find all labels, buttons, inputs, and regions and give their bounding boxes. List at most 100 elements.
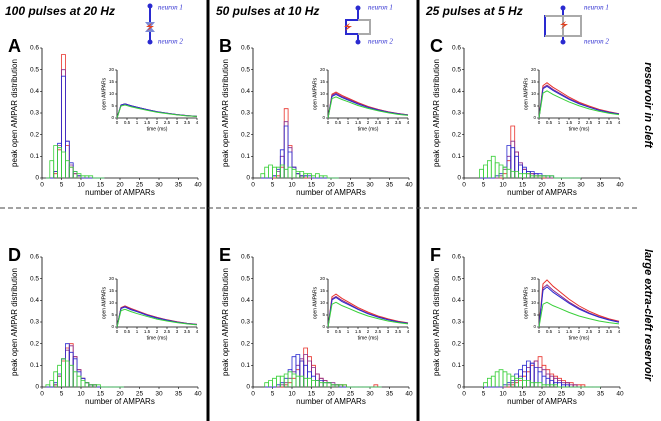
histogram-step	[533, 382, 539, 387]
x-tick-label: 25	[558, 182, 566, 189]
y-tick-label: 5	[533, 103, 536, 108]
histogram-step	[522, 380, 527, 387]
x-axis-label: number of AMPARs	[296, 397, 366, 406]
x-tick-label: 3	[598, 120, 601, 125]
histogram-step	[264, 382, 269, 387]
histogram-step	[72, 171, 78, 178]
y-tick-label: 5	[322, 312, 325, 317]
x-tick-label: 35	[597, 391, 605, 398]
panel-letter: B	[219, 36, 232, 56]
y-tick-label: 5	[322, 103, 325, 108]
y-axis-label: peak open AMPAR distribution	[10, 59, 19, 167]
x-tick-label: 3.5	[395, 329, 402, 334]
histogram-step	[572, 384, 578, 387]
histogram-step	[315, 380, 320, 387]
y-tick-label: 0.2	[30, 340, 39, 347]
x-tick-label: 0	[40, 182, 44, 189]
x-tick-label: 3	[387, 329, 390, 334]
x-tick-label: 15	[97, 182, 105, 189]
histogram-step	[529, 364, 535, 387]
histogram-step	[518, 173, 523, 178]
y-tick-label: 0	[457, 384, 461, 391]
y-axis-label: open AMPARs	[312, 286, 318, 319]
x-tick-label: 0.5	[335, 329, 342, 334]
y-tick-label: 0.6	[30, 254, 39, 261]
histogram-step	[291, 166, 297, 178]
histogram-step	[494, 371, 500, 387]
column-title: 50 pulses at 10 Hz	[216, 4, 319, 18]
histogram-step	[84, 382, 90, 387]
x-tick-label: 10	[499, 182, 507, 189]
histogram-step	[295, 173, 301, 178]
histogram-step	[557, 380, 562, 387]
stimulus-bolt	[146, 21, 568, 31]
x-axis-label: time (ms)	[569, 335, 590, 341]
histogram-step	[518, 164, 523, 178]
x-axis-label: time (ms)	[358, 126, 379, 132]
y-tick-label: 0.6	[452, 254, 461, 261]
x-tick-label: 2	[578, 329, 581, 334]
y-tick-label: 0.1	[30, 362, 39, 369]
y-tick-label: 0.3	[30, 110, 39, 117]
x-tick-label: 0.5	[335, 120, 342, 125]
y-axis-label: open AMPARs	[101, 286, 107, 319]
histogram-step	[283, 125, 289, 178]
x-tick-label: 0	[116, 329, 119, 334]
x-tick-label: 15	[308, 391, 316, 398]
histogram-step	[68, 166, 74, 178]
x-tick-label: 3.5	[184, 329, 191, 334]
x-tick-label: 3.5	[606, 120, 613, 125]
histogram-step	[529, 382, 535, 387]
histogram-step	[549, 375, 555, 387]
histogram-step	[487, 377, 492, 387]
x-tick-label: 3	[387, 120, 390, 125]
x-tick-label: 0	[327, 329, 330, 334]
x-axis-label: time (ms)	[147, 335, 168, 341]
y-tick-label: 20	[531, 67, 537, 72]
inset-background	[99, 66, 201, 136]
histogram-step	[514, 382, 519, 387]
y-tick-label: 0	[35, 175, 39, 182]
histogram-step	[57, 375, 62, 387]
x-tick-label: 40	[194, 182, 202, 189]
y-tick-label: 0.5	[241, 275, 250, 282]
y-tick-label: 0	[35, 384, 39, 391]
histogram-step	[272, 166, 277, 178]
histogram-step	[80, 377, 86, 387]
histogram-step	[518, 164, 523, 178]
histogram-step	[65, 140, 70, 178]
histogram-step	[303, 347, 308, 387]
histogram-step	[276, 171, 281, 178]
histogram-step	[80, 377, 86, 387]
x-tick-label: 30	[155, 391, 163, 398]
series-line	[538, 301, 620, 328]
inset-background	[99, 275, 201, 345]
x-axis-label: number of AMPARs	[507, 188, 577, 197]
x-tick-label: 1	[136, 120, 139, 125]
y-tick-label: 15	[109, 288, 115, 293]
y-tick-label: 15	[320, 288, 326, 293]
x-tick-label: 30	[577, 182, 585, 189]
histogram-step	[295, 354, 301, 387]
y-tick-label: 15	[109, 79, 115, 84]
y-tick-label: 0.4	[30, 297, 39, 304]
histogram-step	[264, 166, 269, 178]
histogram-step	[529, 362, 535, 387]
histogram-step	[291, 373, 297, 387]
x-tick-label: 30	[577, 391, 585, 398]
x-tick-label: 4	[407, 329, 410, 334]
x-tick-label: 1	[136, 329, 139, 334]
histogram-step	[326, 382, 332, 387]
histogram-step	[279, 166, 285, 178]
histogram-step	[53, 173, 58, 178]
histogram-step	[307, 371, 312, 387]
neuron-label: neuron 2	[158, 38, 183, 46]
histogram-step	[557, 382, 562, 387]
histogram-step	[49, 160, 55, 178]
histogram-step	[514, 380, 519, 387]
histogram-step	[498, 369, 504, 387]
y-axis-label: open AMPARs	[523, 77, 529, 110]
x-tick-label: 1	[347, 329, 350, 334]
x-tick-label: 2	[367, 120, 370, 125]
neuron-label: neuron 1	[584, 4, 609, 12]
